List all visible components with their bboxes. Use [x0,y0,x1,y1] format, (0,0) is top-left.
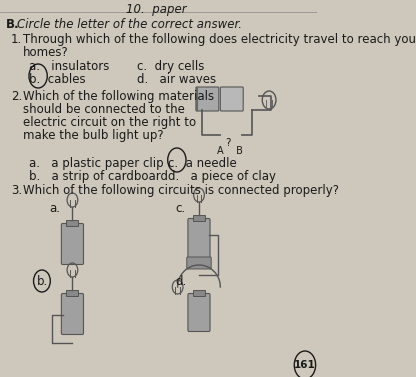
Text: c.  dry cells: c. dry cells [137,60,205,73]
Text: d.   air waves: d. air waves [137,73,216,86]
Text: Which of the following materials: Which of the following materials [23,90,214,103]
Text: should be connected to the: should be connected to the [23,103,185,116]
Text: 10.  paper: 10. paper [126,3,186,16]
Text: ?: ? [225,138,231,148]
Text: a.   a plastic paper clip: a. a plastic paper clip [29,157,163,170]
Bar [193,290,205,296]
Text: 1.: 1. [11,33,22,46]
Text: Through which of the following does electricity travel to reach your: Through which of the following does elec… [23,33,416,46]
Bar [193,215,205,221]
Text: electric circuit on the right to: electric circuit on the right to [23,116,196,129]
Text: 2.: 2. [11,90,22,103]
Text: 3.: 3. [11,184,22,197]
FancyBboxPatch shape [220,87,243,111]
FancyBboxPatch shape [188,219,210,259]
Text: B.: B. [6,18,20,31]
Text: a.: a. [50,202,61,215]
Text: b.  cables: b. cables [29,73,86,86]
Text: c.  a needle: c. a needle [168,157,236,170]
Bar [67,220,78,226]
Text: c.: c. [176,202,186,215]
FancyBboxPatch shape [187,257,211,269]
Text: a.   insulators: a. insulators [29,60,109,73]
FancyBboxPatch shape [196,87,219,111]
Bar [67,290,78,296]
Text: make the bulb light up?: make the bulb light up? [23,129,163,142]
Text: Circle the letter of the correct answer.: Circle the letter of the correct answer. [17,18,242,31]
Text: homes?: homes? [23,46,69,59]
Text: d.: d. [176,275,187,288]
Text: b.: b. [37,275,48,288]
FancyBboxPatch shape [62,224,84,265]
Text: d.   a piece of clay: d. a piece of clay [168,170,276,183]
Text: Which of the following circuits is connected properly?: Which of the following circuits is conne… [23,184,339,197]
Text: b.   a strip of cardboard: b. a strip of cardboard [29,170,168,183]
FancyBboxPatch shape [62,294,84,334]
Text: A    B: A B [217,146,243,156]
Text: 161: 161 [294,360,316,370]
FancyBboxPatch shape [188,294,210,331]
